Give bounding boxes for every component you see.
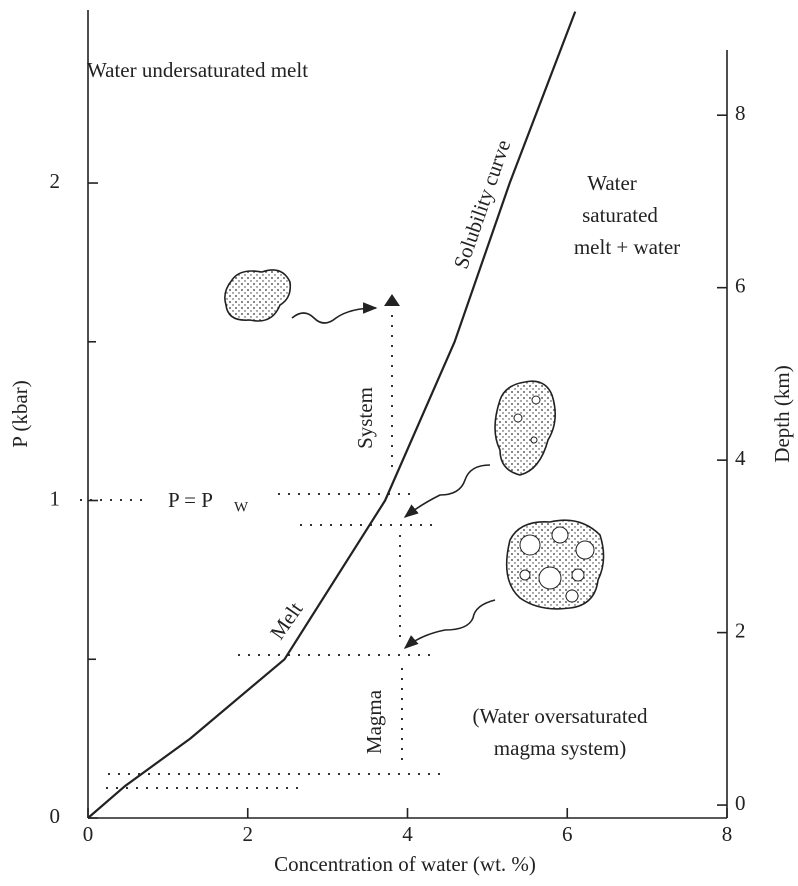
- y2-tick-label: 4: [735, 446, 746, 470]
- annotation: W: [234, 499, 249, 515]
- annotation: Magma: [362, 689, 386, 754]
- x-tick-label: 4: [402, 822, 413, 846]
- x-tick-label: 2: [243, 822, 254, 846]
- y-tick-label: 2: [50, 169, 61, 193]
- x-tick-label: 0: [83, 822, 94, 846]
- illustrations: [224, 269, 605, 649]
- x-tick-label: 6: [562, 822, 573, 846]
- guides: [80, 315, 448, 789]
- y2-axis-title: Depth (km): [770, 365, 794, 462]
- annotation: saturated: [582, 203, 658, 227]
- annotation: Water: [587, 171, 637, 195]
- y2-tick-label: 6: [735, 273, 746, 297]
- y-tick-label: 0: [50, 804, 61, 828]
- annotation: P = P: [168, 488, 213, 512]
- y-tick-label: 1: [50, 486, 61, 510]
- annotation: (Water oversaturated: [473, 704, 648, 728]
- solubility-curve: [87, 11, 577, 819]
- annotation: melt + water: [574, 235, 680, 259]
- y2-tick-label: 0: [735, 791, 746, 815]
- annotation: magma system): [494, 736, 626, 760]
- x-axis-title: Concentration of water (wt. %): [274, 852, 536, 876]
- annotation: Water undersaturated melt: [87, 58, 308, 82]
- y2-tick-label: 2: [735, 618, 746, 642]
- annotation: System: [353, 387, 377, 449]
- curve-label: Solubility curve: [449, 137, 516, 272]
- y-axis-title: P (kbar): [8, 380, 32, 447]
- x-tick-label: 8: [722, 822, 733, 846]
- y2-tick-label: 8: [735, 101, 746, 125]
- annotation: Melt: [265, 597, 308, 643]
